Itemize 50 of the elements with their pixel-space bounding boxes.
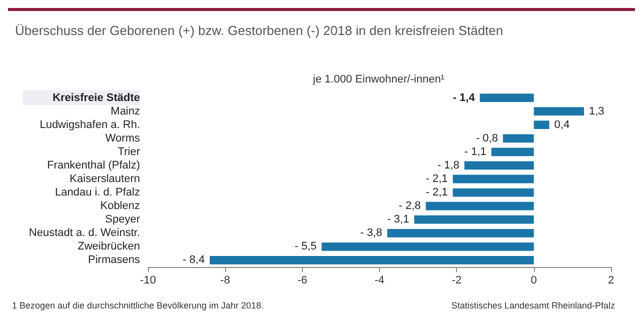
y-tick-label: Neustadt a. d. Weinstr. — [28, 227, 140, 240]
bar — [322, 242, 534, 251]
bar — [414, 215, 534, 224]
data-label: - 1,8 — [437, 159, 460, 172]
bar — [464, 161, 534, 170]
bar — [210, 256, 534, 264]
x-tick-label: -10 — [140, 274, 156, 286]
bar — [452, 174, 534, 184]
bar — [534, 120, 550, 130]
chart-subtitle: je 1.000 Einwohner/-innen¹ — [312, 74, 445, 86]
data-label: - 8,4 — [182, 254, 205, 266]
x-tick-label: -4 — [374, 274, 384, 286]
text: Statistisches Landesamt Rheinland-Pfalz — [451, 300, 616, 310]
y-tick-label: Ludwigshafen a. Rh. — [40, 118, 140, 131]
data-label: - 0,8 — [476, 132, 498, 144]
y-tick-label: Landau i. d. Pfalz — [54, 186, 140, 199]
y-tick-label: Trier — [118, 146, 140, 158]
y-tick-label: Zweibrücken — [78, 240, 140, 253]
data-label: - 3,1 — [387, 214, 410, 226]
data-label: 0,4 — [554, 118, 570, 131]
x-tick-label: 2 — [608, 274, 614, 286]
bar — [387, 228, 534, 238]
y-tick-label: Pirmasens — [88, 254, 140, 266]
data-label: - 3,8 — [360, 227, 382, 240]
chart-title: Überschuss der Geborenen (+) bzw. Gestorbenen (-) 2018 in den kreisfreien Städten — [15, 23, 504, 38]
y-tick-label: Koblenz — [100, 200, 140, 212]
data-label: - 1,1 — [464, 146, 486, 158]
x-tick-label: 0 — [530, 274, 537, 286]
x-tick-label: -2 — [452, 274, 462, 286]
bar — [426, 202, 534, 210]
y-tick-label: Worms — [105, 132, 140, 144]
y-tick-label: Kreisfreie Städte — [52, 92, 140, 104]
y-tick-label: Frankenthal (Pfalz) — [47, 159, 140, 172]
data-label: - 2,8 — [398, 200, 421, 212]
y-tick-label: Speyer — [105, 214, 140, 226]
data-label: 1,3 — [588, 105, 604, 118]
bar — [452, 188, 534, 197]
x-tick-label: -8 — [220, 274, 230, 286]
bar — [491, 148, 534, 156]
bar — [480, 94, 534, 102]
data-label: - 1,4 — [452, 92, 476, 104]
y-tick-label: Kaiserslautern — [70, 173, 140, 185]
text: 1 Bezogen auf die durchschnittliche Bevölkerung im Jahr 2018. — [12, 300, 264, 310]
x-tick-label: -6 — [297, 274, 308, 286]
bar — [534, 107, 584, 116]
bar — [502, 134, 534, 143]
data-label: - 2,1 — [426, 186, 448, 199]
data-label: - 5,5 — [294, 240, 317, 253]
data-label: - 2,1 — [426, 173, 448, 185]
y-tick-label: Mainz — [110, 105, 140, 118]
